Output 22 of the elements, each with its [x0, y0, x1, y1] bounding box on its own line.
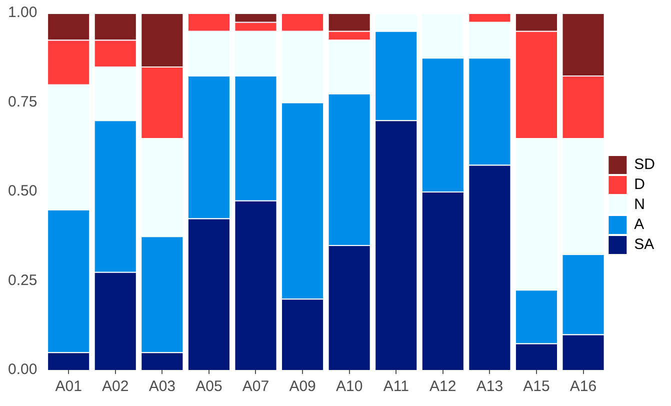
y-tick-label: 0.00 [8, 361, 38, 378]
y-tick-label: 1.00 [8, 4, 38, 22]
legend-label: N [634, 196, 646, 214]
y-tick-label: 0.25 [8, 272, 38, 289]
x-tick-label: A15 [523, 378, 550, 396]
legend-label: D [634, 176, 646, 194]
x-tick-label: A16 [570, 378, 597, 396]
x-tick-label: A07 [242, 378, 270, 396]
x-tick-label: A09 [289, 378, 316, 396]
x-tick-label: A12 [430, 378, 456, 396]
legend-label: SD [634, 156, 656, 174]
y-tick-label: 0.50 [8, 182, 38, 200]
x-tick-label: A11 [383, 378, 409, 396]
x-tick-label: A05 [196, 378, 222, 396]
x-tick-label: A01 [55, 378, 82, 396]
x-tick-label: A13 [476, 378, 504, 396]
x-tick-label: A10 [336, 378, 363, 396]
legend-label: A [634, 216, 644, 234]
y-tick-label: 0.75 [8, 93, 38, 110]
legend-label: SA [634, 236, 654, 254]
x-tick-label: A02 [102, 378, 129, 396]
x-tick-label: A03 [148, 378, 176, 396]
